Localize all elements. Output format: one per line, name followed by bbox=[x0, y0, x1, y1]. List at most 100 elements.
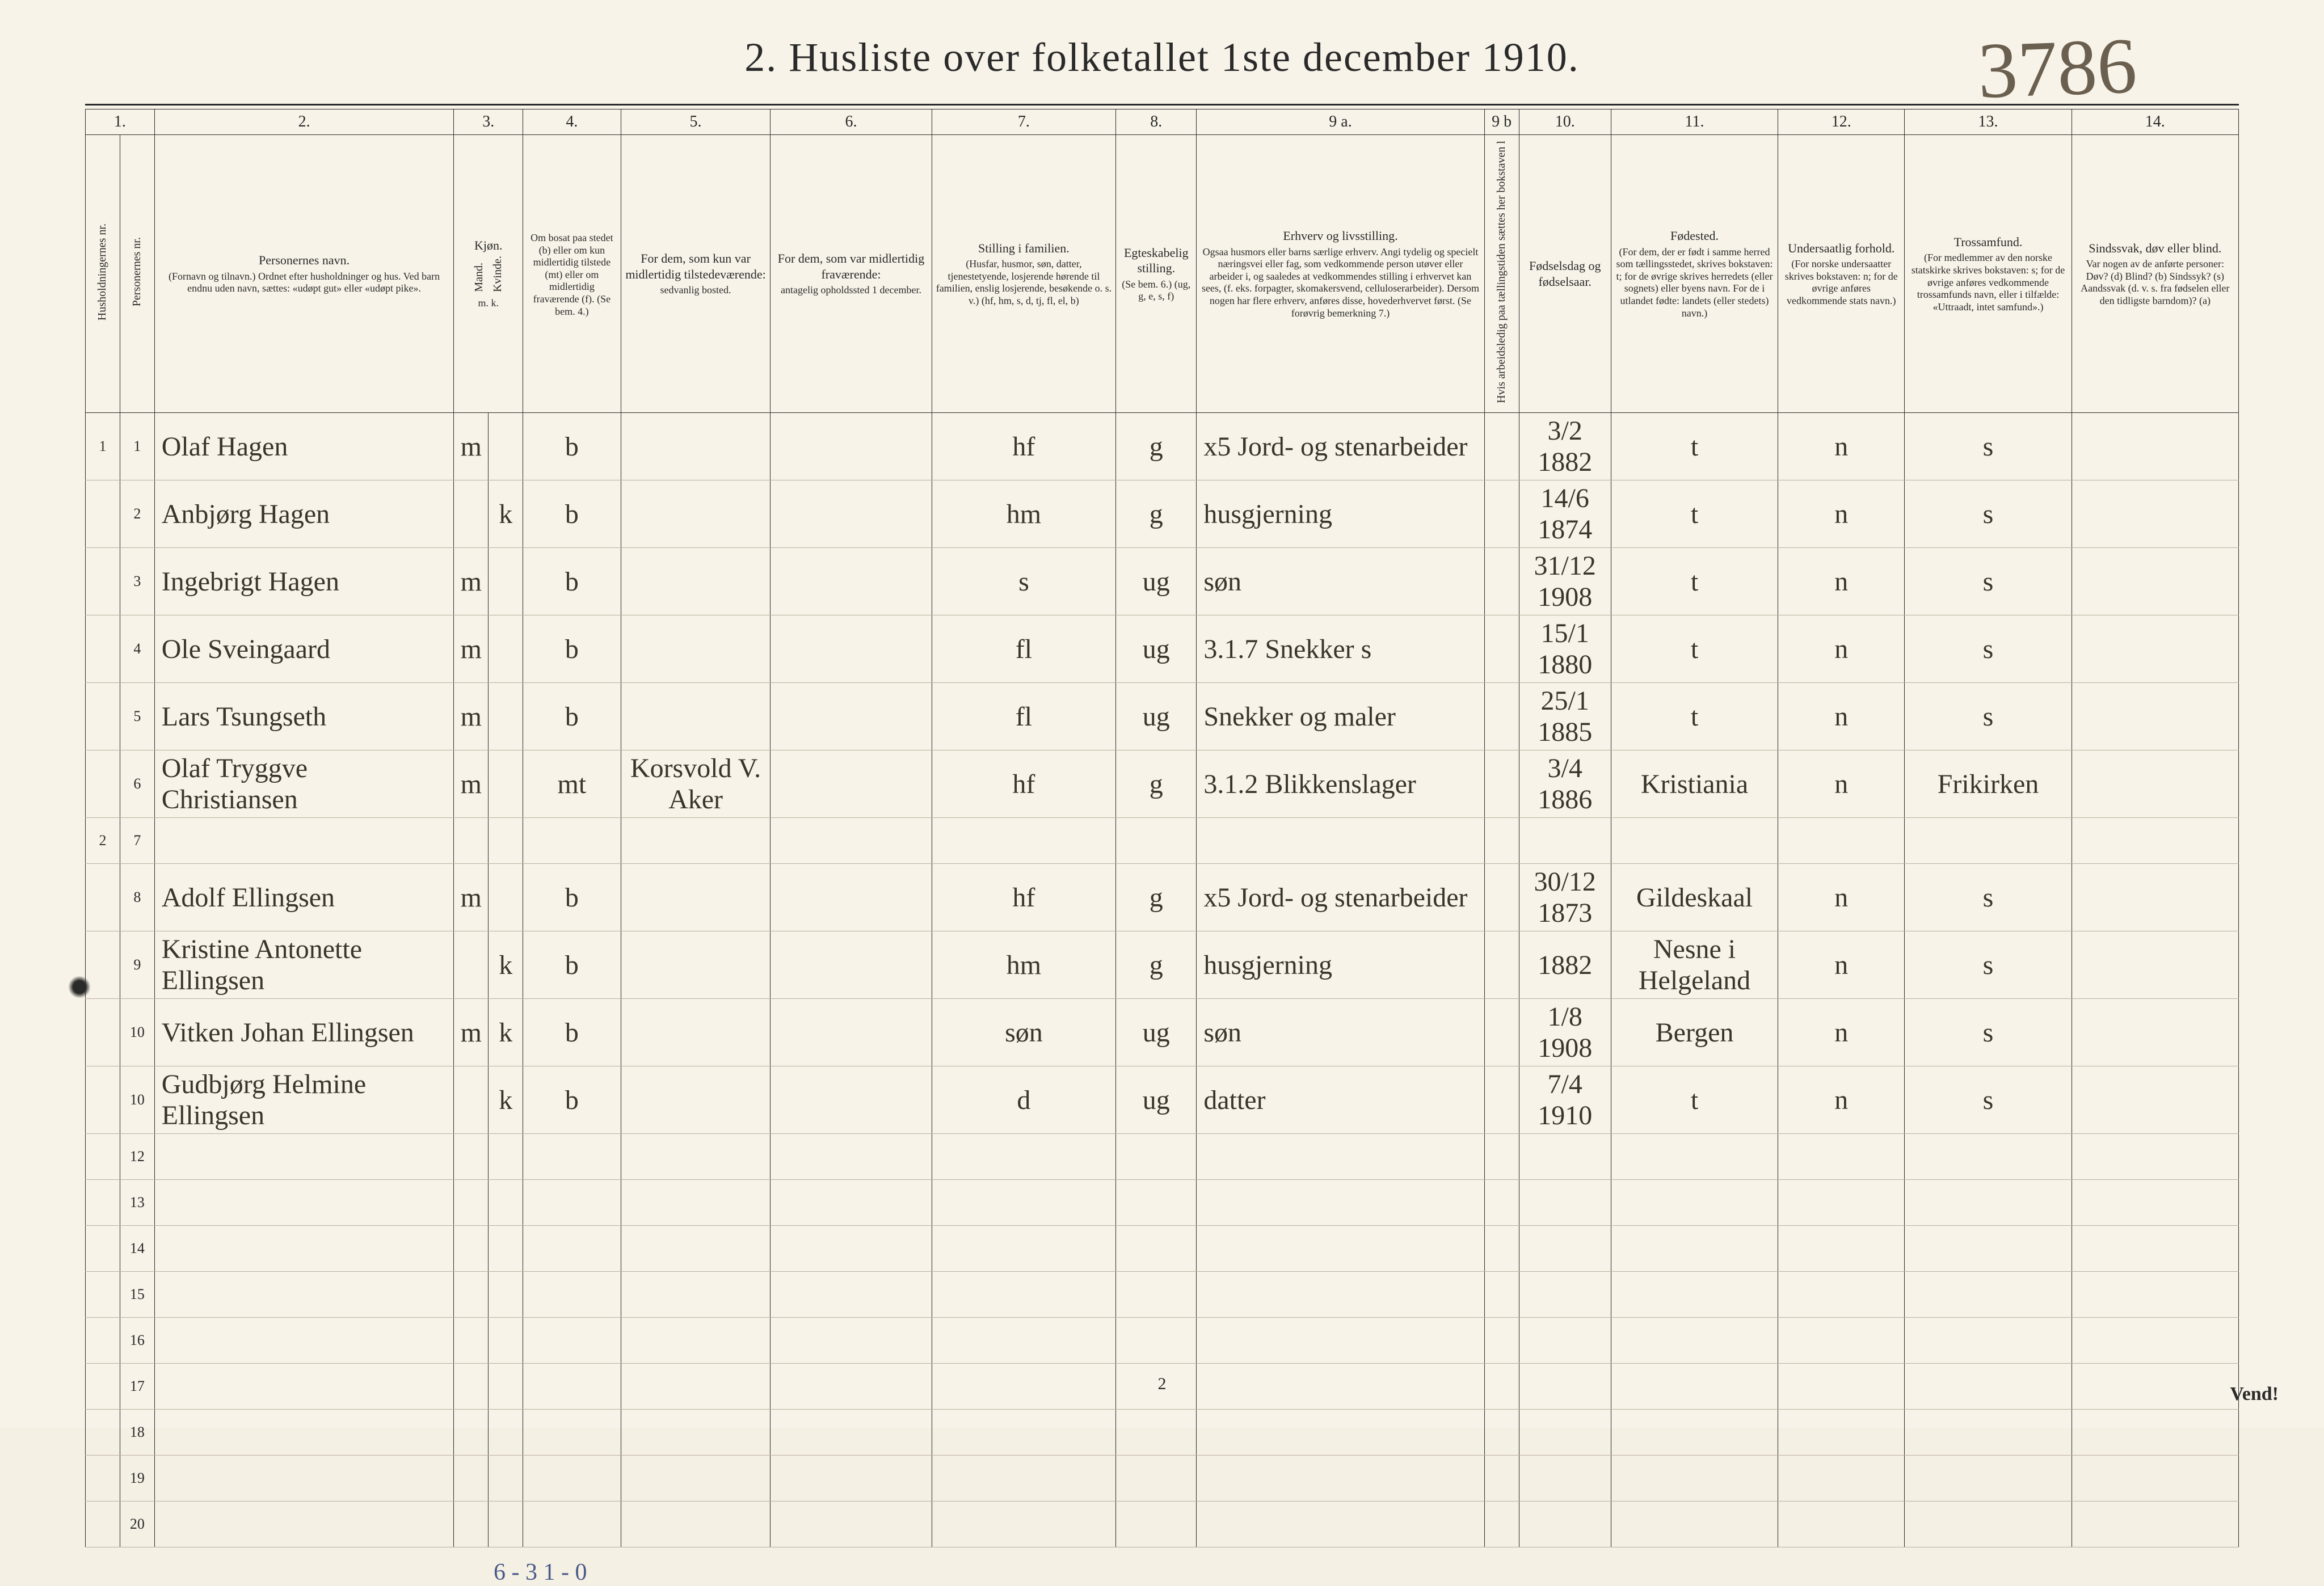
cell-residence bbox=[523, 1180, 621, 1226]
cell-family-pos: fl bbox=[932, 683, 1116, 750]
cell-nationality: n bbox=[1778, 480, 1905, 548]
hdr-disability: Sindssvak, døv eller blind. Var nogen av… bbox=[2072, 135, 2238, 413]
table-row: 11Olaf Hagenmbhfgx5 Jord- og stenarbeide… bbox=[86, 413, 2239, 480]
cell-dob bbox=[1519, 1364, 1611, 1410]
cell-occupation: Snekker og maler bbox=[1197, 683, 1484, 750]
cell-residence bbox=[523, 1456, 621, 1501]
hdr-dob: Fødselsdag og fødselsaar. bbox=[1519, 135, 1611, 413]
cell-temp-absent bbox=[771, 864, 932, 931]
cell-birthplace: Kristiania bbox=[1611, 750, 1778, 818]
colnum-2: 2. bbox=[154, 109, 454, 135]
ink-blot bbox=[68, 976, 91, 998]
cell-dob: 30/12 1873 bbox=[1519, 864, 1611, 931]
cell-name: Olaf Tryggve Christiansen bbox=[154, 750, 454, 818]
cell-nationality bbox=[1778, 1318, 1905, 1364]
cell-birthplace: Bergen bbox=[1611, 999, 1778, 1066]
cell-birthplace bbox=[1611, 818, 1778, 864]
cell-nationality: n bbox=[1778, 999, 1905, 1066]
cell-disability bbox=[2072, 1066, 2238, 1134]
cell-sex-m bbox=[454, 1410, 489, 1456]
cell-sex-m: m bbox=[454, 413, 489, 480]
cell-marital bbox=[1116, 1134, 1197, 1180]
cell-sex-k bbox=[489, 1180, 523, 1226]
cell-family-pos: fl bbox=[932, 615, 1116, 683]
cell-unemployed bbox=[1484, 931, 1519, 999]
cell-person-no: 10 bbox=[120, 1066, 154, 1134]
cell-temp-absent bbox=[771, 999, 932, 1066]
cell-disability bbox=[2072, 1134, 2238, 1180]
table-row: 15 bbox=[86, 1272, 2239, 1318]
cell-nationality bbox=[1778, 1456, 1905, 1501]
cell-family-pos: hm bbox=[932, 480, 1116, 548]
page-number: 2 bbox=[1158, 1374, 1167, 1394]
cell-sex-m: m bbox=[454, 548, 489, 615]
cell-temp-present bbox=[621, 999, 771, 1066]
cell-residence: b bbox=[523, 864, 621, 931]
cell-disability bbox=[2072, 683, 2238, 750]
cell-residence bbox=[523, 818, 621, 864]
cell-sex-m bbox=[454, 480, 489, 548]
cell-person-no: 15 bbox=[120, 1272, 154, 1318]
cell-household bbox=[86, 1364, 120, 1410]
cell-family-pos bbox=[932, 1318, 1116, 1364]
cell-dob bbox=[1519, 1272, 1611, 1318]
cell-dob bbox=[1519, 1410, 1611, 1456]
cell-family-pos bbox=[932, 1134, 1116, 1180]
cell-sex-k bbox=[489, 1226, 523, 1272]
cell-name bbox=[154, 1410, 454, 1456]
cell-temp-present bbox=[621, 1318, 771, 1364]
hdr-birthplace: Fødested. (For dem, der er født i samme … bbox=[1611, 135, 1778, 413]
cell-name: Ole Sveingaard bbox=[154, 615, 454, 683]
colnum-14: 14. bbox=[2072, 109, 2238, 135]
cell-marital bbox=[1116, 1501, 1197, 1547]
cell-sex-m: m bbox=[454, 750, 489, 818]
cell-occupation bbox=[1197, 1501, 1484, 1547]
cell-birthplace bbox=[1611, 1134, 1778, 1180]
cell-family-pos bbox=[932, 1410, 1116, 1456]
cell-residence: b bbox=[523, 413, 621, 480]
cell-occupation: søn bbox=[1197, 548, 1484, 615]
cell-marital bbox=[1116, 1180, 1197, 1226]
cell-household bbox=[86, 1272, 120, 1318]
cell-sex-m bbox=[454, 1066, 489, 1134]
cell-nationality bbox=[1778, 1226, 1905, 1272]
hdr-unemployed: Hvis arbeidsledig paa tællingstiden sætt… bbox=[1484, 135, 1519, 413]
table-row: 8Adolf Ellingsenmbhfgx5 Jord- og stenarb… bbox=[86, 864, 2239, 931]
cell-family-pos: hf bbox=[932, 750, 1116, 818]
cell-religion bbox=[1905, 818, 2072, 864]
cell-unemployed bbox=[1484, 1456, 1519, 1501]
cell-sex-m bbox=[454, 1134, 489, 1180]
cell-nationality bbox=[1778, 1410, 1905, 1456]
cell-temp-present bbox=[621, 1180, 771, 1226]
cell-religion bbox=[1905, 1134, 2072, 1180]
cell-sex-k bbox=[489, 818, 523, 864]
cell-marital bbox=[1116, 1226, 1197, 1272]
cell-person-no: 18 bbox=[120, 1410, 154, 1456]
bottom-tally: 6 - 3 1 - 0 bbox=[494, 1559, 2239, 1586]
cell-religion: s bbox=[1905, 1066, 2072, 1134]
cell-sex-k bbox=[489, 1456, 523, 1501]
cell-religion bbox=[1905, 1501, 2072, 1547]
table-row: 14 bbox=[86, 1226, 2239, 1272]
cell-sex-k bbox=[489, 1318, 523, 1364]
hdr-nationality: Undersaatlig forhold. (For norske unders… bbox=[1778, 135, 1905, 413]
cell-household bbox=[86, 1501, 120, 1547]
cell-unemployed bbox=[1484, 683, 1519, 750]
cell-dob bbox=[1519, 1180, 1611, 1226]
cell-disability bbox=[2072, 1272, 2238, 1318]
colnum-7: 7. bbox=[932, 109, 1116, 135]
cell-marital bbox=[1116, 1318, 1197, 1364]
cell-temp-absent bbox=[771, 1318, 932, 1364]
cell-religion: s bbox=[1905, 931, 2072, 999]
cell-occupation bbox=[1197, 1134, 1484, 1180]
cell-name: Adolf Ellingsen bbox=[154, 864, 454, 931]
page-title: 2. Husliste over folketallet 1ste decemb… bbox=[744, 35, 1580, 80]
cell-religion: Frikirken bbox=[1905, 750, 2072, 818]
hdr-residence: Om bosat paa stedet (b) eller om kun mid… bbox=[523, 135, 621, 413]
cell-unemployed bbox=[1484, 1272, 1519, 1318]
cell-nationality bbox=[1778, 1134, 1905, 1180]
cell-sex-k: k bbox=[489, 999, 523, 1066]
cell-disability bbox=[2072, 1180, 2238, 1226]
cell-unemployed bbox=[1484, 1318, 1519, 1364]
cell-religion bbox=[1905, 1410, 2072, 1456]
